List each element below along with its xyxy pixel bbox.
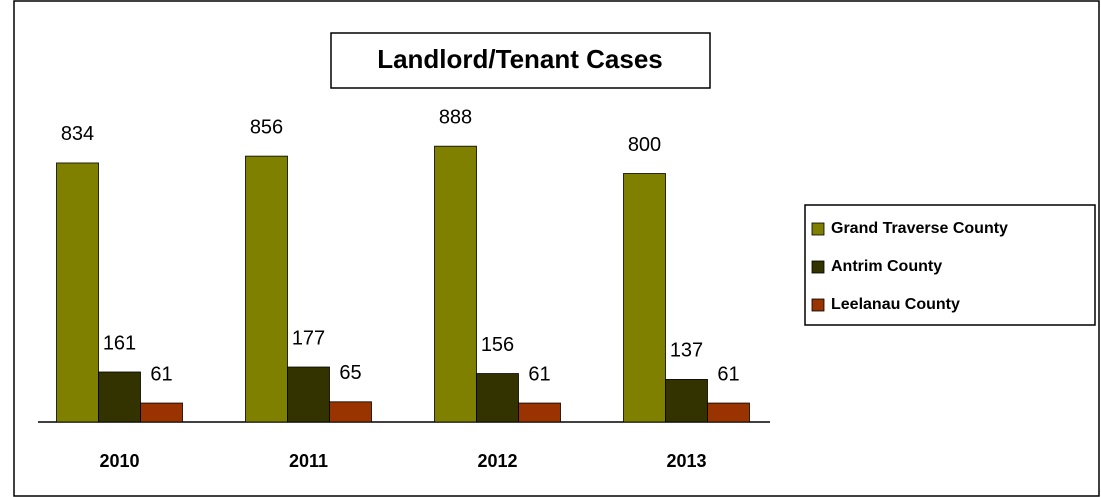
x-tick-label: 2010: [99, 451, 139, 471]
bar: [56, 162, 99, 423]
bar: [287, 366, 330, 423]
chart-title: Landlord/Tenant Cases: [377, 44, 663, 74]
bar: [245, 155, 288, 423]
bar: [476, 373, 519, 423]
data-label: 834: [61, 123, 94, 145]
x-tick-label: 2012: [477, 451, 517, 471]
data-label: 65: [339, 362, 361, 384]
data-label: 161: [103, 332, 136, 354]
x-tick-label: 2013: [666, 451, 706, 471]
bar: [434, 145, 477, 423]
data-label: 61: [717, 363, 739, 385]
legend-swatch: [811, 298, 825, 312]
bar: [665, 379, 708, 423]
data-label: 137: [670, 340, 703, 362]
legend-label: Grand Traverse County: [831, 220, 1008, 237]
bar: [140, 402, 183, 423]
title-box: [330, 32, 711, 89]
legend-label: Leelanau County: [831, 296, 960, 313]
data-label: 61: [150, 363, 172, 385]
bar: [98, 371, 141, 423]
bar: [623, 173, 666, 423]
legend-swatch: [811, 260, 825, 274]
bar: [329, 401, 372, 423]
legend-box: [804, 204, 1096, 326]
data-label: 800: [628, 134, 661, 156]
data-label: 177: [292, 327, 325, 349]
legend-swatch: [811, 222, 825, 236]
data-label: 856: [250, 116, 283, 138]
bar: [707, 402, 750, 423]
data-label: 61: [528, 363, 550, 385]
bar: [518, 402, 561, 423]
legend-label: Antrim County: [831, 258, 942, 275]
data-label: 888: [439, 106, 472, 128]
data-label: 156: [481, 334, 514, 356]
x-tick-label: 2011: [289, 451, 328, 471]
